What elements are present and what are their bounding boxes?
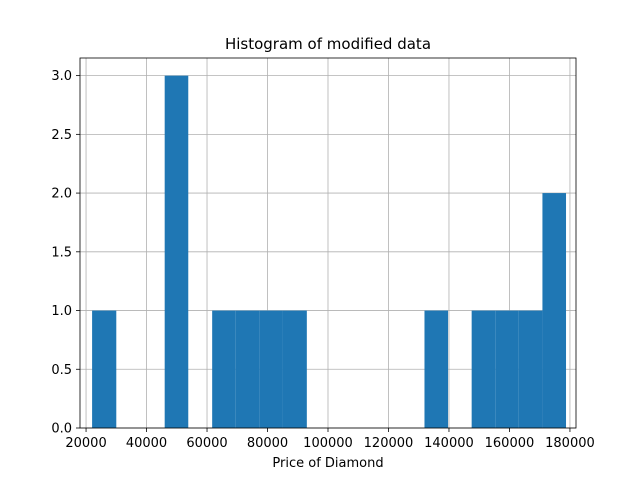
x-tick-label: 40000 — [126, 436, 167, 451]
x-tick-label: 120000 — [364, 436, 414, 451]
histogram-bar — [164, 75, 189, 428]
histogram-bar — [212, 310, 236, 428]
y-tick-label: 1.0 — [51, 304, 72, 319]
histogram-bar — [518, 310, 543, 428]
x-tick-label: 60000 — [186, 436, 227, 451]
x-axis-label: Price of Diamond — [272, 456, 383, 471]
histogram-bar — [235, 310, 260, 428]
x-tick-label: 180000 — [545, 436, 595, 451]
x-tick-label: 100000 — [303, 436, 353, 451]
histogram-bar — [542, 193, 567, 428]
histogram-bar — [92, 310, 117, 428]
y-tick-label: 0.5 — [51, 363, 72, 378]
histogram-bar — [259, 310, 283, 428]
grid-lines — [80, 58, 576, 429]
histogram-bar — [495, 310, 519, 428]
histogram-bar — [424, 310, 449, 428]
y-tick-label: 1.5 — [51, 245, 72, 260]
chart-title: Histogram of modified data — [225, 35, 431, 53]
y-axis-ticks: 0.0 0.5 1.0 1.5 2.0 2.5 3.0 — [51, 69, 80, 437]
x-tick-label: 140000 — [424, 436, 474, 451]
histogram-bar — [282, 310, 307, 428]
y-tick-label: 3.0 — [51, 69, 72, 84]
y-tick-label: 2.0 — [51, 187, 72, 202]
x-tick-label: 20000 — [65, 436, 106, 451]
y-tick-label: 0.0 — [51, 422, 72, 437]
x-axis-ticks: 20000 40000 60000 80000 100000 120000 140000 16… — [65, 428, 595, 451]
y-tick-label: 2.5 — [51, 128, 72, 143]
x-tick-label: 160000 — [485, 436, 535, 451]
x-tick-label: 80000 — [247, 436, 288, 451]
histogram-bars — [92, 75, 567, 428]
histogram-bar — [471, 310, 496, 428]
